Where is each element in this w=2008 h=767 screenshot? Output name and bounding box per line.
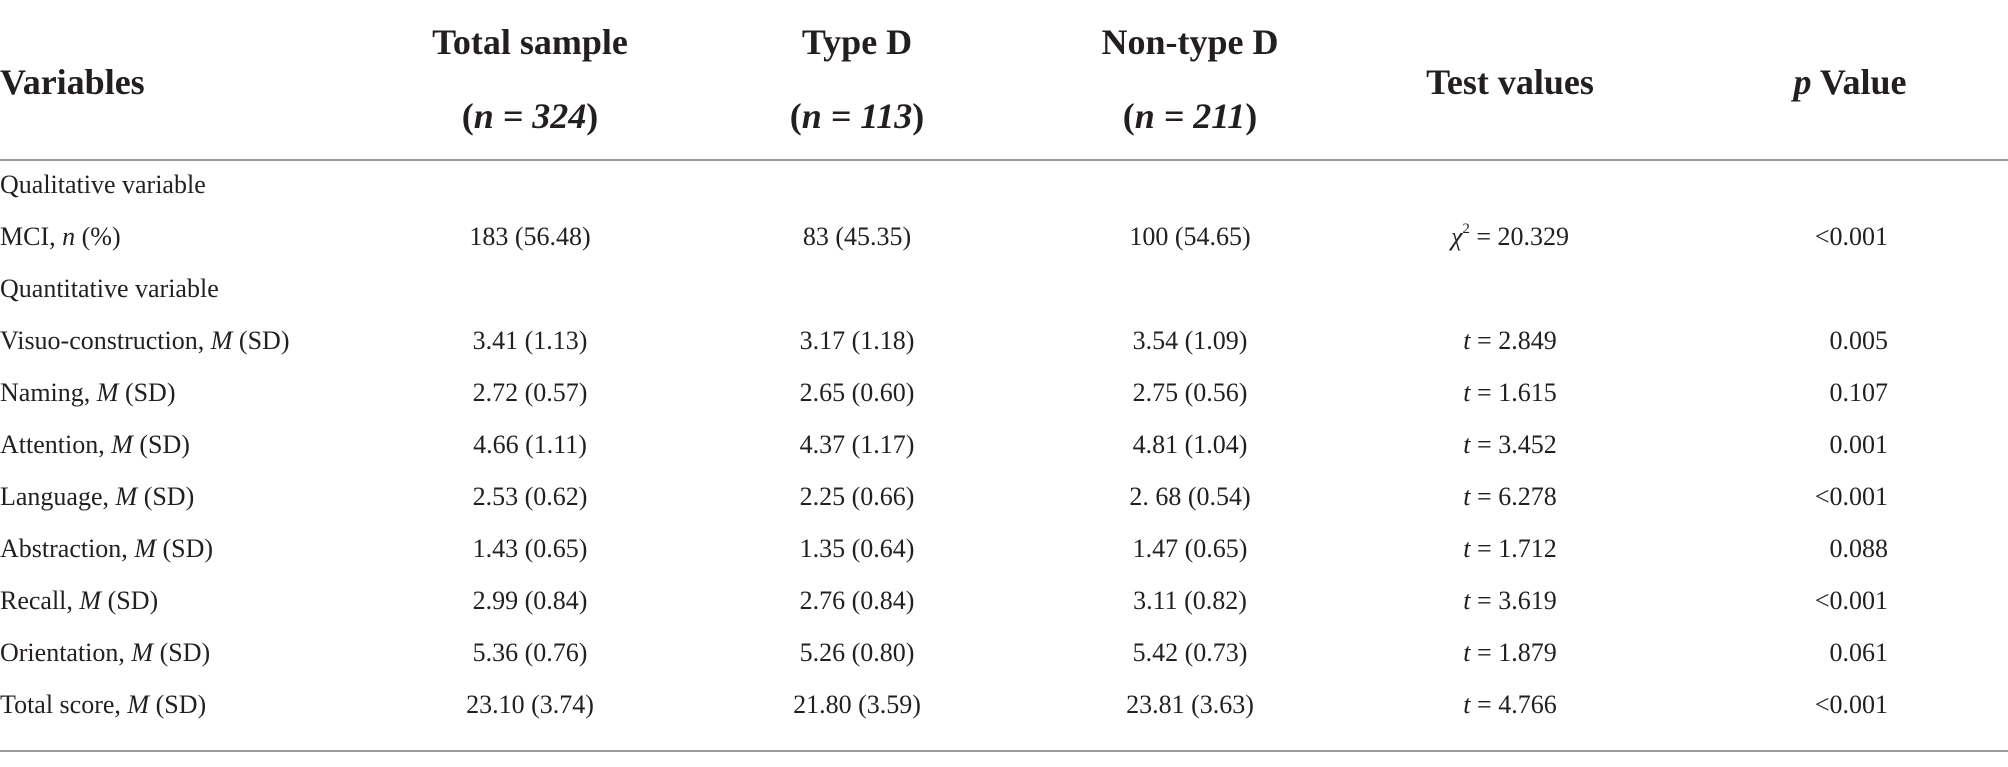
cell-nontyped: 2.75 (0.56) [1132,378,1248,407]
header-nontyped-n: (n = 211) [1122,96,1258,136]
header-total-label: Total sample [432,22,628,62]
header-test-values: Test values [1426,62,1594,102]
cell-typed: 2.65 (0.60) [799,378,915,407]
cell-total: 183 (56.48) [469,222,591,251]
row-label: Visuo-construction, M (SD) [0,326,290,355]
cell-test-value: t = 2.849 [1463,326,1557,355]
header-rule [0,159,2008,161]
row-label: Naming, M (SD) [0,378,176,407]
cell-typed: 2.76 (0.84) [799,586,915,615]
header-nontyped-label: Non-type D [1101,22,1279,62]
cell-nontyped: 3.54 (1.09) [1132,326,1248,355]
cell-nontyped: 4.81 (1.04) [1132,430,1248,459]
row-label: Language, M (SD) [0,482,195,511]
cell-test-value: t = 3.452 [1463,430,1557,459]
cell-test-value: t = 1.615 [1463,378,1557,407]
cell-total: 3.41 (1.13) [472,326,588,355]
cell-nontyped: 1.47 (0.65) [1132,534,1248,563]
cell-test-value: χ2 = 20.329 [1450,221,1570,251]
cell-total: 2.53 (0.62) [472,482,588,511]
section-qualitative: Qualitative variable [0,170,206,199]
cell-test-value: t = 4.766 [1463,690,1557,719]
cell-p-value: <0.001 [1814,222,1888,251]
cell-test-value: t = 6.278 [1463,482,1557,511]
cell-test-value: t = 3.619 [1463,586,1557,615]
row-label: Abstraction, M (SD) [0,534,214,563]
cell-nontyped: 23.81 (3.63) [1126,690,1254,719]
row-label: Recall, M (SD) [0,586,159,615]
header-typed-n: (n = 113) [789,96,925,136]
cell-p-value: 0.061 [1829,638,1889,667]
cell-test-value: t = 1.712 [1463,534,1557,563]
row-label: Total score, M (SD) [0,690,207,719]
header-p-value: p Value [1793,62,1907,102]
row-label: Orientation, M (SD) [0,638,211,667]
cell-p-value: 0.088 [1829,534,1889,563]
cell-typed: 21.80 (3.59) [793,690,921,719]
cell-total: 5.36 (0.76) [472,638,588,667]
cell-nontyped: 100 (54.65) [1129,222,1251,251]
cell-typed: 5.26 (0.80) [799,638,915,667]
header-typed-label: Type D [801,22,913,62]
bottom-rule [0,750,2008,752]
header-type-d: Type D (n = 113) [707,24,1007,134]
cell-p-value: 0.107 [1829,378,1889,407]
cell-total: 2.72 (0.57) [472,378,588,407]
row-label: Attention, M (SD) [0,430,190,459]
header-total-n: (n = 324) [461,96,599,136]
cell-nontyped: 3.11 (0.82) [1133,586,1247,615]
cell-total: 23.10 (3.74) [466,690,594,719]
cell-test-value: t = 1.879 [1463,638,1557,667]
header-non-type-d: Non-type D (n = 211) [1040,24,1340,134]
cell-p-value: 0.001 [1829,430,1889,459]
cell-typed: 1.35 (0.64) [799,534,915,563]
header-variables: Variables [0,62,145,102]
cell-nontyped: 5.42 (0.73) [1132,638,1248,667]
cell-nontyped: 2. 68 (0.54) [1129,482,1251,511]
cell-p-value: <0.001 [1814,586,1888,615]
cell-total: 4.66 (1.11) [473,430,587,459]
cell-total: 1.43 (0.65) [472,534,588,563]
cell-p-value: <0.001 [1814,482,1888,511]
cell-p-value: <0.001 [1814,690,1888,719]
cell-typed: 2.25 (0.66) [799,482,915,511]
cell-total: 2.99 (0.84) [472,586,588,615]
section-quantitative: Quantitative variable [0,274,219,303]
cell-typed: 83 (45.35) [802,222,912,251]
row-label: MCI, n (%) [0,222,121,251]
cell-typed: 4.37 (1.17) [799,430,915,459]
cell-typed: 3.17 (1.18) [799,326,915,355]
header-total-sample: Total sample (n = 324) [380,24,680,134]
cell-p-value: 0.005 [1829,326,1889,355]
